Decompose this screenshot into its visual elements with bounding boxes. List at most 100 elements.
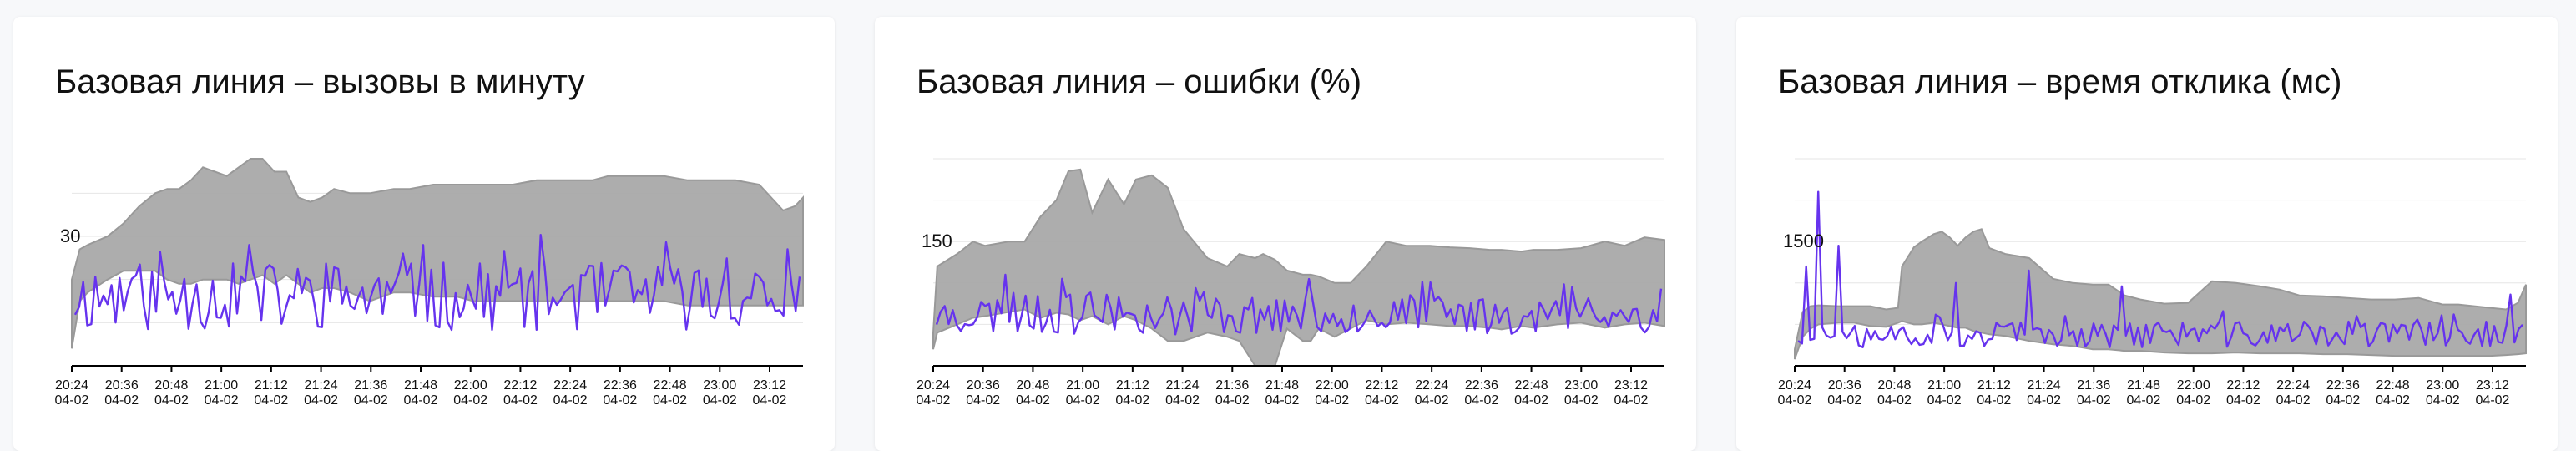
x-tick-label-time: 22:24	[553, 378, 587, 393]
x-tick-label-time: 21:24	[2028, 378, 2061, 393]
x-tick-label-time: 22:36	[1465, 378, 1498, 393]
x-tick-label-date: 04-02	[1927, 393, 1962, 408]
x-tick-label-time: 20:24	[917, 378, 950, 393]
x-tick-label-date: 04-02	[966, 393, 1000, 408]
x-tick-label-time: 22:12	[1365, 378, 1398, 393]
x-tick-label-time: 20:24	[1778, 378, 1811, 393]
y-tick-label: 1500	[1783, 231, 1824, 251]
x-tick-label-date: 04-02	[2476, 393, 2510, 408]
x-tick-label-date: 04-02	[1514, 393, 1548, 408]
x-tick-label-time: 22:36	[604, 378, 637, 393]
chart-title: Базовая линия – вызовы в минуту	[55, 63, 585, 100]
x-tick-label-date: 04-02	[1016, 393, 1050, 408]
x-tick-label-date: 04-02	[2027, 393, 2061, 408]
x-tick-label-time: 21:12	[1977, 378, 2011, 393]
x-tick-label-date: 04-02	[1066, 393, 1100, 408]
chart-errors-percent: 15020:2404-0220:3604-0220:4804-0221:0004…	[917, 158, 1665, 408]
actual-series-line	[73, 234, 801, 332]
x-tick-label-date: 04-02	[503, 393, 538, 408]
x-tick-label-date: 04-02	[104, 393, 139, 408]
x-tick-label-time: 23:12	[1614, 378, 1648, 393]
x-tick-label-time: 20:36	[1828, 378, 1861, 393]
x-tick-label-date: 04-02	[653, 393, 687, 408]
x-tick-label-date: 04-02	[2226, 393, 2260, 408]
x-tick-label-date: 04-02	[2077, 393, 2111, 408]
y-tick-label: 150	[922, 231, 952, 251]
x-tick-label-time: 23:00	[2426, 378, 2459, 393]
x-tick-label-date: 04-02	[154, 393, 189, 408]
x-tick-label-date: 04-02	[304, 393, 338, 408]
x-tick-label-date: 04-02	[553, 393, 588, 408]
x-tick-label-date: 04-02	[1464, 393, 1498, 408]
x-tick-label-time: 20:48	[1877, 378, 1911, 393]
chart-title: Базовая линия – ошибки (%)	[917, 63, 1362, 100]
x-tick-label-time: 20:36	[967, 378, 1000, 393]
x-tick-label-time: 20:36	[105, 378, 139, 393]
x-tick-label-time: 21:00	[205, 378, 238, 393]
x-tick-label-date: 04-02	[453, 393, 487, 408]
x-tick-label-time: 22:24	[2276, 378, 2310, 393]
x-tick-label-time: 21:24	[1166, 378, 1200, 393]
actual-series-line	[935, 273, 1663, 336]
x-tick-label-time: 21:36	[1215, 378, 1249, 393]
x-tick-label-time: 22:24	[1415, 378, 1448, 393]
x-tick-label-time: 22:36	[2326, 378, 2360, 393]
x-tick-label-date: 04-02	[1365, 393, 1399, 408]
x-tick-label-time: 21:12	[1116, 378, 1149, 393]
x-tick-label-time: 20:48	[154, 378, 188, 393]
x-tick-label-time: 21:00	[1927, 378, 1961, 393]
x-tick-label-date: 04-02	[603, 393, 637, 408]
x-tick-label-date: 04-02	[1415, 393, 1449, 408]
x-tick-label-time: 23:00	[1564, 378, 1598, 393]
x-tick-label-date: 04-02	[1827, 393, 1861, 408]
x-tick-label-date: 04-02	[1877, 393, 1912, 408]
y-tick-label: 30	[60, 226, 80, 246]
x-tick-label-date: 04-02	[753, 393, 787, 408]
x-tick-label-time: 21:36	[2077, 378, 2110, 393]
baseline-band	[1794, 228, 2527, 360]
baseline-band	[71, 158, 804, 349]
x-tick-label-time: 22:48	[654, 378, 687, 393]
x-tick-label-date: 04-02	[2127, 393, 2161, 408]
x-tick-label-time: 23:12	[753, 378, 786, 393]
x-tick-label-time: 22:48	[1515, 378, 1548, 393]
x-tick-label-time: 21:36	[354, 378, 387, 393]
chart-title: Базовая линия – время отклика (мс)	[1778, 63, 2342, 100]
x-tick-label-date: 04-02	[404, 393, 438, 408]
x-tick-label-date: 04-02	[1315, 393, 1349, 408]
baseline-band	[932, 168, 1665, 367]
x-tick-label-date: 04-02	[55, 393, 89, 408]
x-tick-label-time: 21:00	[1066, 378, 1099, 393]
x-tick-label-date: 04-02	[1115, 393, 1149, 408]
chart-calls-per-minute: 3020:2404-0220:3604-0220:4804-0221:0004-…	[55, 158, 804, 408]
x-tick-label-time: 22:12	[2226, 378, 2260, 393]
x-tick-label-time: 21:48	[2127, 378, 2160, 393]
x-tick-label-date: 04-02	[254, 393, 288, 408]
x-tick-label-date: 04-02	[917, 393, 951, 408]
x-tick-label-date: 04-02	[2276, 393, 2311, 408]
x-tick-label-date: 04-02	[1564, 393, 1599, 408]
x-tick-label-time: 20:24	[55, 378, 88, 393]
x-tick-label-time: 21:24	[305, 378, 338, 393]
chart-card-response-time: Базовая линия – время отклика (мс) 1500 2…	[1736, 17, 2558, 451]
x-tick-label-date: 04-02	[1215, 393, 1250, 408]
x-tick-label-date: 04-02	[2376, 393, 2410, 408]
x-tick-label-time: 23:00	[703, 378, 736, 393]
x-tick-label-date: 04-02	[2326, 393, 2360, 408]
chart-response-time-ms: 150020:2404-0220:3604-0220:4804-0221:000…	[1778, 158, 2527, 408]
x-tick-label-time: 20:48	[1016, 378, 1049, 393]
x-tick-label-time: 22:00	[2177, 378, 2210, 393]
x-tick-label-time: 22:48	[2376, 378, 2410, 393]
x-tick-label-time: 23:12	[2476, 378, 2509, 393]
x-tick-label-date: 04-02	[1165, 393, 1200, 408]
x-tick-label-date: 04-02	[1614, 393, 1649, 408]
x-tick-label-time: 21:48	[404, 378, 437, 393]
actual-series-line	[1797, 190, 2523, 348]
x-tick-label-date: 04-02	[2426, 393, 2460, 408]
x-tick-label-date: 04-02	[1977, 393, 2011, 408]
chart-card-errors: Базовая линия – ошибки (%) 150 20:24 04-02…	[875, 17, 1696, 451]
x-tick-label-time: 22:12	[503, 378, 537, 393]
x-tick-label-date: 04-02	[1778, 393, 1812, 408]
x-tick-label-time: 22:00	[1316, 378, 1349, 393]
x-tick-label-time: 21:48	[1265, 378, 1299, 393]
